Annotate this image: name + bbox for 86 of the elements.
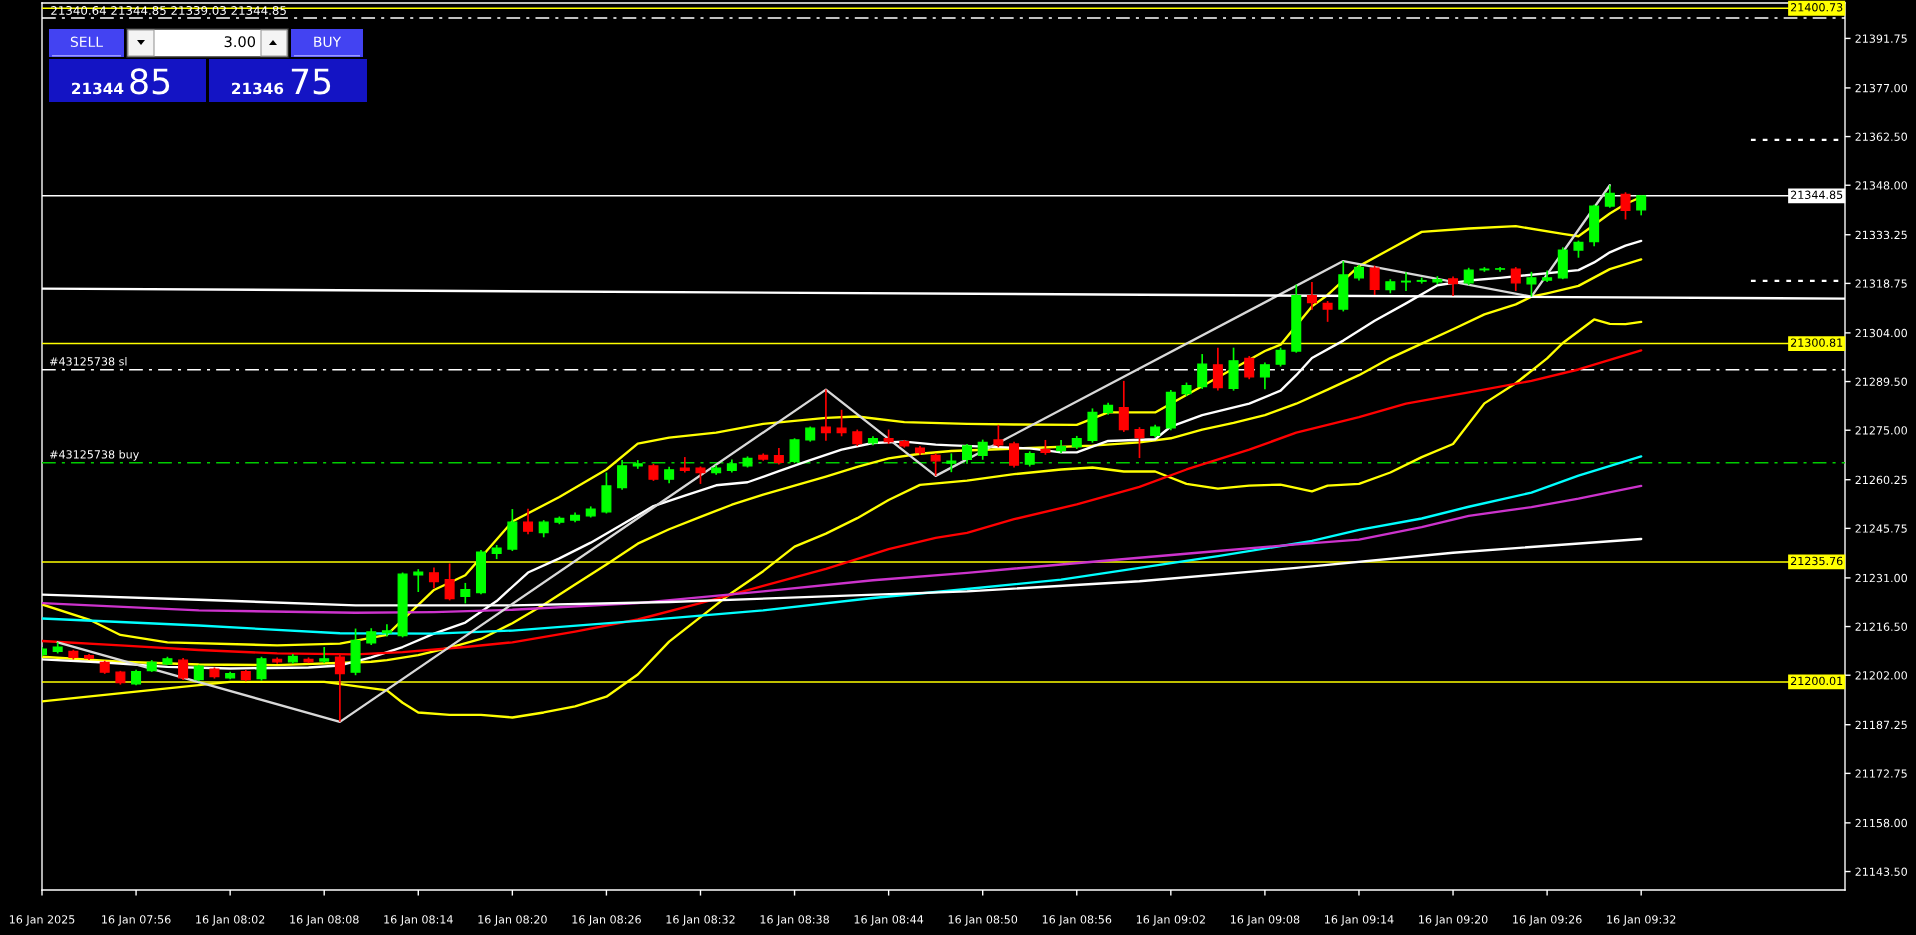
- ref-line-label: #43125738 buy: [50, 449, 139, 461]
- line-series: [42, 484, 1643, 614]
- candlestick: [1322, 300, 1333, 323]
- x-tick-label: 16 Jan 09:08: [1230, 915, 1300, 926]
- y-tick-label: 21216.50: [1855, 622, 1907, 631]
- y-tick-label: 21333.25: [1855, 230, 1907, 240]
- candlestick: [1212, 346, 1223, 392]
- y-tick-label: 21362.50: [1855, 132, 1907, 141]
- candlestick: [679, 456, 690, 474]
- ref-line-label: 21300.81: [1790, 338, 1843, 347]
- candlestick: [1526, 270, 1537, 298]
- y-tick-label: 21158.00: [1855, 818, 1907, 828]
- y-tick-label: 21275.00: [1855, 426, 1907, 435]
- x-tick-label: 16 Jan 2025: [9, 915, 75, 926]
- candlestick: [1306, 281, 1317, 311]
- candlestick: [617, 459, 628, 491]
- candlestick: [1400, 271, 1412, 292]
- x-tick-label: 16 Jan 09:20: [1419, 915, 1488, 926]
- candlestick: [1009, 440, 1020, 469]
- candlestick: [1620, 191, 1631, 221]
- y-tick-label: 21318.75: [1855, 279, 1907, 288]
- x-tick-label: 16 Jan 09:26: [1513, 915, 1582, 926]
- candlestick: [1636, 194, 1647, 217]
- candlestick: [1244, 355, 1255, 381]
- x-tick-label: 16 Jan 08:56: [1042, 915, 1112, 926]
- candlestick: [1369, 264, 1380, 296]
- y-tick-label: 21260.25: [1855, 475, 1907, 485]
- ref-line-label: 21235.76: [1790, 556, 1843, 566]
- candlestick: [256, 655, 267, 682]
- ref-line-label: 21200.01: [1790, 676, 1843, 686]
- candlestick: [444, 562, 455, 602]
- ref-line-label: 21344.85: [1790, 190, 1843, 200]
- candlestick: [460, 582, 471, 605]
- candlestick: [820, 388, 831, 442]
- annotation: SELL: [70, 36, 103, 48]
- candlestick: [1510, 266, 1521, 292]
- y-tick-label: 21202.00: [1855, 671, 1907, 680]
- candlestick: [930, 452, 941, 477]
- candlestick: [428, 566, 439, 590]
- x-tick-label: 16 Jan 07:56: [102, 915, 171, 926]
- candlestick: [1134, 426, 1145, 459]
- y-tick-label: 21391.75: [1855, 34, 1907, 43]
- x-tick-label: 16 Jan 08:02: [196, 915, 265, 926]
- y-tick-label: 21187.25: [1855, 720, 1907, 730]
- x-tick-label: 16 Jan 08:08: [290, 915, 359, 926]
- x-tick-label: 16 Jan 08:50: [948, 915, 1018, 926]
- annotation: 21346: [232, 82, 284, 95]
- annotation: 75: [291, 68, 331, 95]
- candlestick: [1197, 353, 1208, 390]
- candlestick: [836, 408, 847, 438]
- y-tick-label: 21143.50: [1855, 867, 1907, 876]
- annotation: 85: [130, 68, 170, 95]
- annotation: BUY: [314, 36, 342, 48]
- candlestick: [1275, 346, 1286, 368]
- x-tick-label: 16 Jan 08:38: [760, 915, 829, 926]
- y-tick-label: 21245.75: [1855, 524, 1907, 533]
- x-tick-label: 16 Jan 08:32: [666, 915, 735, 926]
- y-tick-label: 21172.75: [1855, 769, 1907, 778]
- ref-line-label: #43125738 sl: [50, 356, 127, 366]
- x-tick-label: 16 Jan 08:14: [384, 915, 453, 926]
- ref-line-label: 21400.73: [1790, 3, 1843, 12]
- x-tick-label: 16 Jan 09:14: [1325, 915, 1394, 926]
- annotation: 3.00: [224, 36, 256, 48]
- candlestick: [946, 452, 957, 474]
- candlestick: [178, 657, 189, 681]
- y-tick-label: 21304.00: [1855, 328, 1907, 338]
- y-tick-label: 21377.00: [1855, 83, 1907, 93]
- x-tick-label: 16 Jan 08:26: [572, 915, 641, 926]
- annotation: 21344: [72, 82, 124, 95]
- candlestick: [1604, 184, 1615, 209]
- x-tick-label: 16 Jan 09:32: [1607, 915, 1676, 926]
- candlestick: [1118, 380, 1129, 433]
- x-tick-label: 16 Jan 08:20: [478, 915, 547, 926]
- candlestick: [1448, 275, 1459, 297]
- x-tick-label: 16 Jan 09:02: [1136, 915, 1205, 926]
- candlestick: [993, 424, 1004, 449]
- candlestick: [962, 443, 973, 465]
- candlestick: [413, 568, 424, 593]
- candlestick: [977, 438, 988, 461]
- candlestick: [523, 507, 534, 536]
- candlestick: [789, 437, 800, 464]
- y-tick-label: 21231.00: [1855, 573, 1907, 583]
- y-tick-label: 21289.50: [1855, 377, 1907, 386]
- y-tick-label: 21348.00: [1855, 181, 1907, 190]
- x-tick-label: 16 Jan 08:44: [854, 915, 924, 926]
- candlestick: [1259, 361, 1270, 391]
